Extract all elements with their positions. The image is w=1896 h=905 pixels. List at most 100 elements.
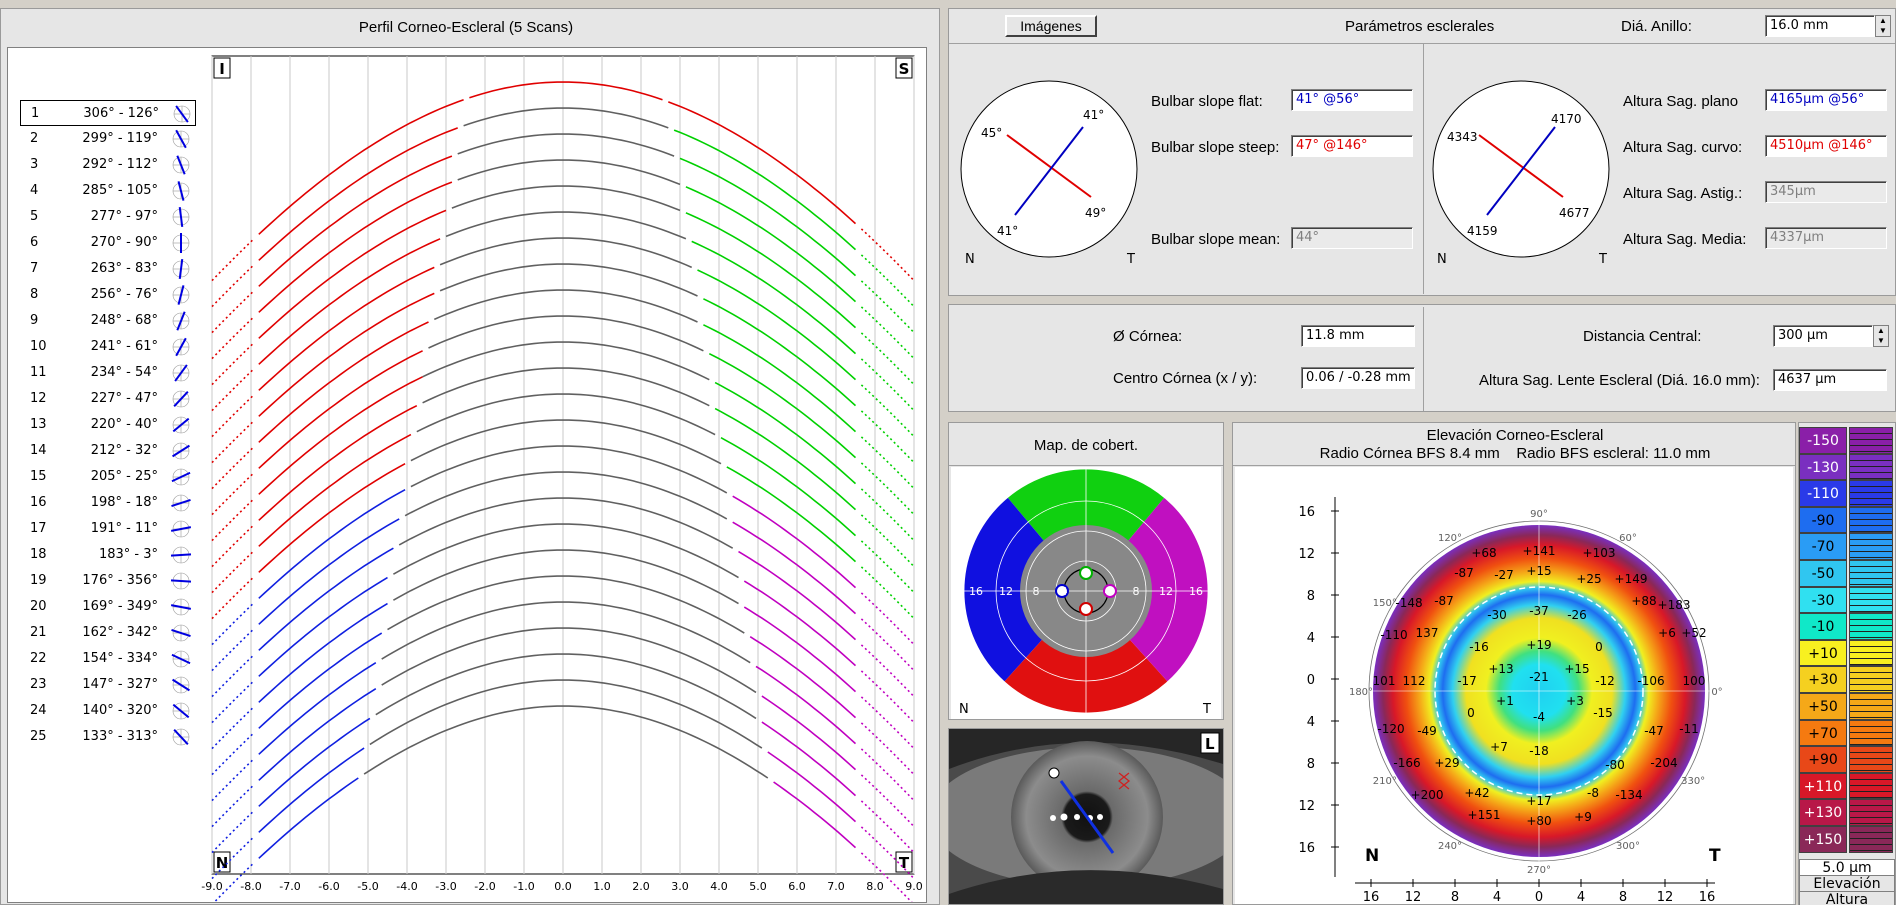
scan-profile-segment [860,566,915,620]
elevation-value: -8 [1587,786,1599,800]
scan-row[interactable]: 7 263° - 83° [20,256,190,282]
scan-profile-segment [258,777,359,859]
elevation-value: +9 [1574,810,1592,824]
elev-angle-label: 300° [1616,841,1640,852]
scan-profile-segment [860,306,915,360]
scan-row[interactable]: 21 162° - 342° [20,620,191,646]
elev-angle-label: 330° [1681,776,1705,787]
scan-row[interactable]: 16 198° - 18° [20,490,191,516]
legend-swatch: -70 [1799,533,1847,560]
sag-steep-input[interactable]: 4510µm @146° [1765,135,1887,157]
ring-label: Diá. Anillo: [1621,18,1692,35]
scan-profile-segment [258,127,458,261]
slope-steep-input[interactable]: 47° @146° [1291,135,1413,157]
scan-profile-segment [860,462,915,516]
scan-row[interactable]: 18 183° - 3° [20,542,192,568]
profile-title: Perfil Corneo-Escleral (5 Scans) [358,19,574,36]
sag-astig-input[interactable]: 345µm [1765,181,1887,203]
central-dist-input[interactable]: 300 µm [1773,325,1873,347]
scan-row[interactable]: 2 299° - 119° [20,126,190,152]
legend-swatch: +10 [1799,639,1847,667]
elev-y-tick: 4 [1307,715,1315,730]
scan-profile-segment [258,518,400,625]
elevation-value: +6 [1658,626,1676,640]
legend-swatch: +70 [1799,719,1847,747]
x-tick-label: 6.0 [788,880,806,893]
scan-profile-segment [404,471,728,520]
scan-profile-segment [258,462,406,573]
elevation-value: -47 [1644,724,1664,738]
lens-sag-input[interactable]: 4637 µm [1773,369,1887,391]
eye-image[interactable]: L [929,729,1249,904]
scan-row[interactable]: 20 169° - 349° [20,594,192,620]
elevation-value: -134 [1615,788,1642,802]
ring-spinner[interactable]: ▲ ▼ [1875,15,1891,37]
sag-mean-input[interactable]: 4337µm [1765,227,1887,249]
scan-row[interactable]: 23 147° - 327° [20,672,190,698]
legend-bar [1849,586,1893,614]
scan-profile-segment [258,602,388,703]
scan-row[interactable]: 4 285° - 105° [20,178,190,204]
scan-row[interactable]: 11 234° - 54° [20,360,190,386]
scan-row[interactable]: 14 212° - 32° [20,438,190,464]
legend-step[interactable]: 5.0 µm [1799,859,1895,877]
sag-astig-label: Altura Sag. Astig.: [1623,185,1743,202]
scan-angle: 241° - 61° [90,339,158,354]
scan-angle: 191° - 11° [90,521,158,536]
slope-flat-input[interactable]: 41° @56° [1291,89,1413,111]
scan-row[interactable]: 10 241° - 61° [20,334,190,360]
elev-x-tick: 0 [1535,890,1543,904]
sag-dial-n: N [1437,252,1447,267]
meridian-icon [171,494,191,512]
scan-row[interactable]: 24 140° - 320° [20,698,190,724]
profile-corner-label: S [899,60,910,78]
elevation-value: -37 [1529,604,1549,618]
scan-row[interactable]: 3 292° - 112° [20,152,190,178]
scan-number: 21 [30,625,47,640]
scan-list[interactable]: 1 306° - 126° 2 299° - 119° 3 292° - 112° 4 285… [20,100,200,760]
scan-profile-segment [691,240,857,355]
scan-row[interactable]: 22 154° - 334° [20,646,191,672]
scan-row[interactable]: 9 248° - 68° [20,308,190,334]
sag-dial-left: 4343 [1447,130,1478,144]
scan-row[interactable]: 13 220° - 40° [20,412,190,438]
images-button[interactable]: Imágenes [1005,15,1097,37]
scan-number: 22 [30,651,47,666]
elevation-value: -166 [1393,756,1420,770]
ring-diameter-input[interactable]: 16.0 mm [1765,15,1875,37]
scan-row[interactable]: 15 205° - 25° [20,464,191,490]
elev-x-tick: 16 [1699,890,1716,904]
elev-y-tick: 12 [1298,547,1315,562]
scan-row[interactable]: 1 306° - 126° [20,100,196,126]
scan-row[interactable]: 19 176° - 356° [20,568,192,594]
scan-row[interactable]: 8 256° - 76° [20,282,190,308]
legend-type[interactable]: Altura [1799,891,1895,905]
legend-mode[interactable]: Elevación [1799,875,1895,893]
coverage-tick: 8 [1033,585,1040,598]
sag-flat-input[interactable]: 4165µm @56° [1765,89,1887,111]
central-dist-spinner[interactable]: ▲ ▼ [1873,325,1889,347]
legend-bar [1849,506,1893,534]
scan-profile-segment [720,436,857,537]
cornea-center-input[interactable]: 0.06 / -0.28 mm [1301,367,1415,389]
scan-profile-segment [767,751,857,823]
elev-angle-label: 180° [1349,687,1373,698]
cornea-diam-input[interactable]: 11.8 mm [1301,325,1415,347]
slope-mean-input[interactable]: 44° [1291,227,1413,249]
scan-number: 16 [30,495,47,510]
meridian-icon [172,285,190,305]
legend-bar [1849,799,1893,826]
scan-angle: 147° - 327° [82,677,158,692]
elev-angle-label: 210° [1373,776,1397,787]
sag-flat-label: Altura Sag. plano [1623,93,1739,110]
profile-corner-label: T [899,854,910,872]
elevation-value: +149 [1615,572,1648,586]
scan-row[interactable]: 5 277° - 97° [20,204,190,230]
scan-row[interactable]: 6 270° - 90° [20,230,190,256]
scan-row[interactable]: 17 191° - 11° [20,516,192,542]
scan-row[interactable]: 25 133° - 313° [20,724,190,750]
elevation-value: +68 [1471,546,1496,560]
meridian-icon [172,390,190,408]
scan-row[interactable]: 12 227° - 47° [20,386,190,412]
x-tick-label: 8.0 [866,880,884,893]
